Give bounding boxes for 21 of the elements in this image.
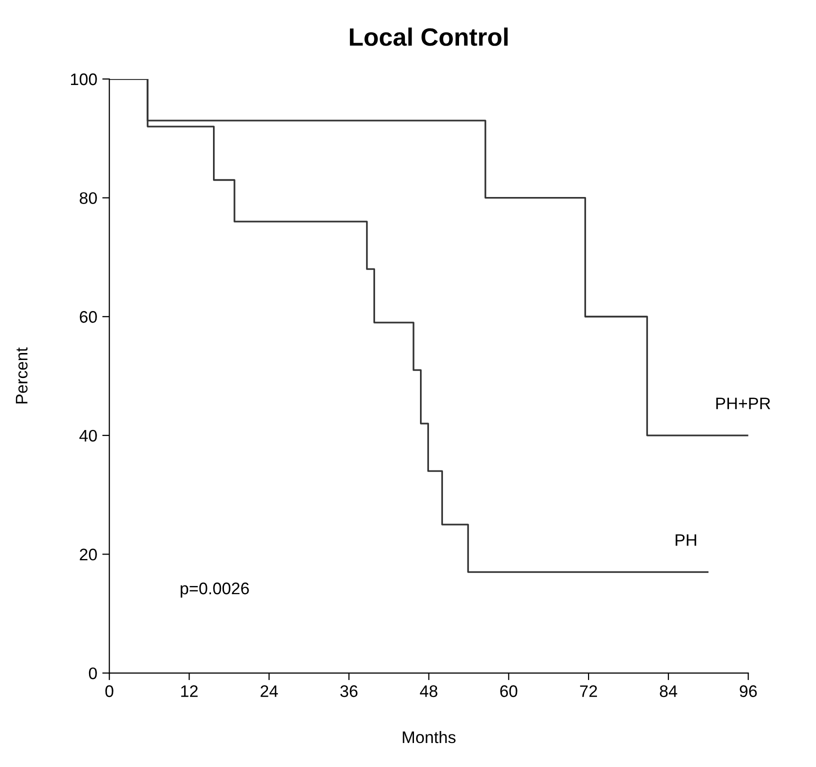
y-axis-title: Percent (16, 347, 28, 404)
x-tick-label: 96 (740, 685, 757, 698)
x-tick-label: 84 (660, 685, 678, 698)
y-tick-label: 100 (71, 73, 97, 86)
x-tick-label: 48 (420, 685, 438, 698)
y-tick-label: 0 (88, 667, 97, 680)
y-tick-label: 40 (79, 430, 97, 442)
y-tick-label: 60 (80, 311, 97, 323)
x-tick-label: 24 (260, 685, 278, 697)
x-tick-label: 36 (340, 685, 358, 698)
chart-title: Local Control (350, 28, 508, 46)
y-tick-label: 20 (80, 548, 97, 560)
x-axis-title: Months (402, 730, 456, 744)
x-tick-label: 0 (105, 685, 114, 698)
series-label: PH+PR (716, 398, 770, 410)
x-tick-label: 60 (500, 685, 518, 698)
annotation: p=0.0026 (180, 582, 249, 598)
y-tick-label: 80 (80, 192, 97, 204)
x-tick-label: 12 (181, 685, 198, 697)
series-label: PH (676, 534, 696, 546)
x-tick-label: 72 (580, 685, 597, 697)
